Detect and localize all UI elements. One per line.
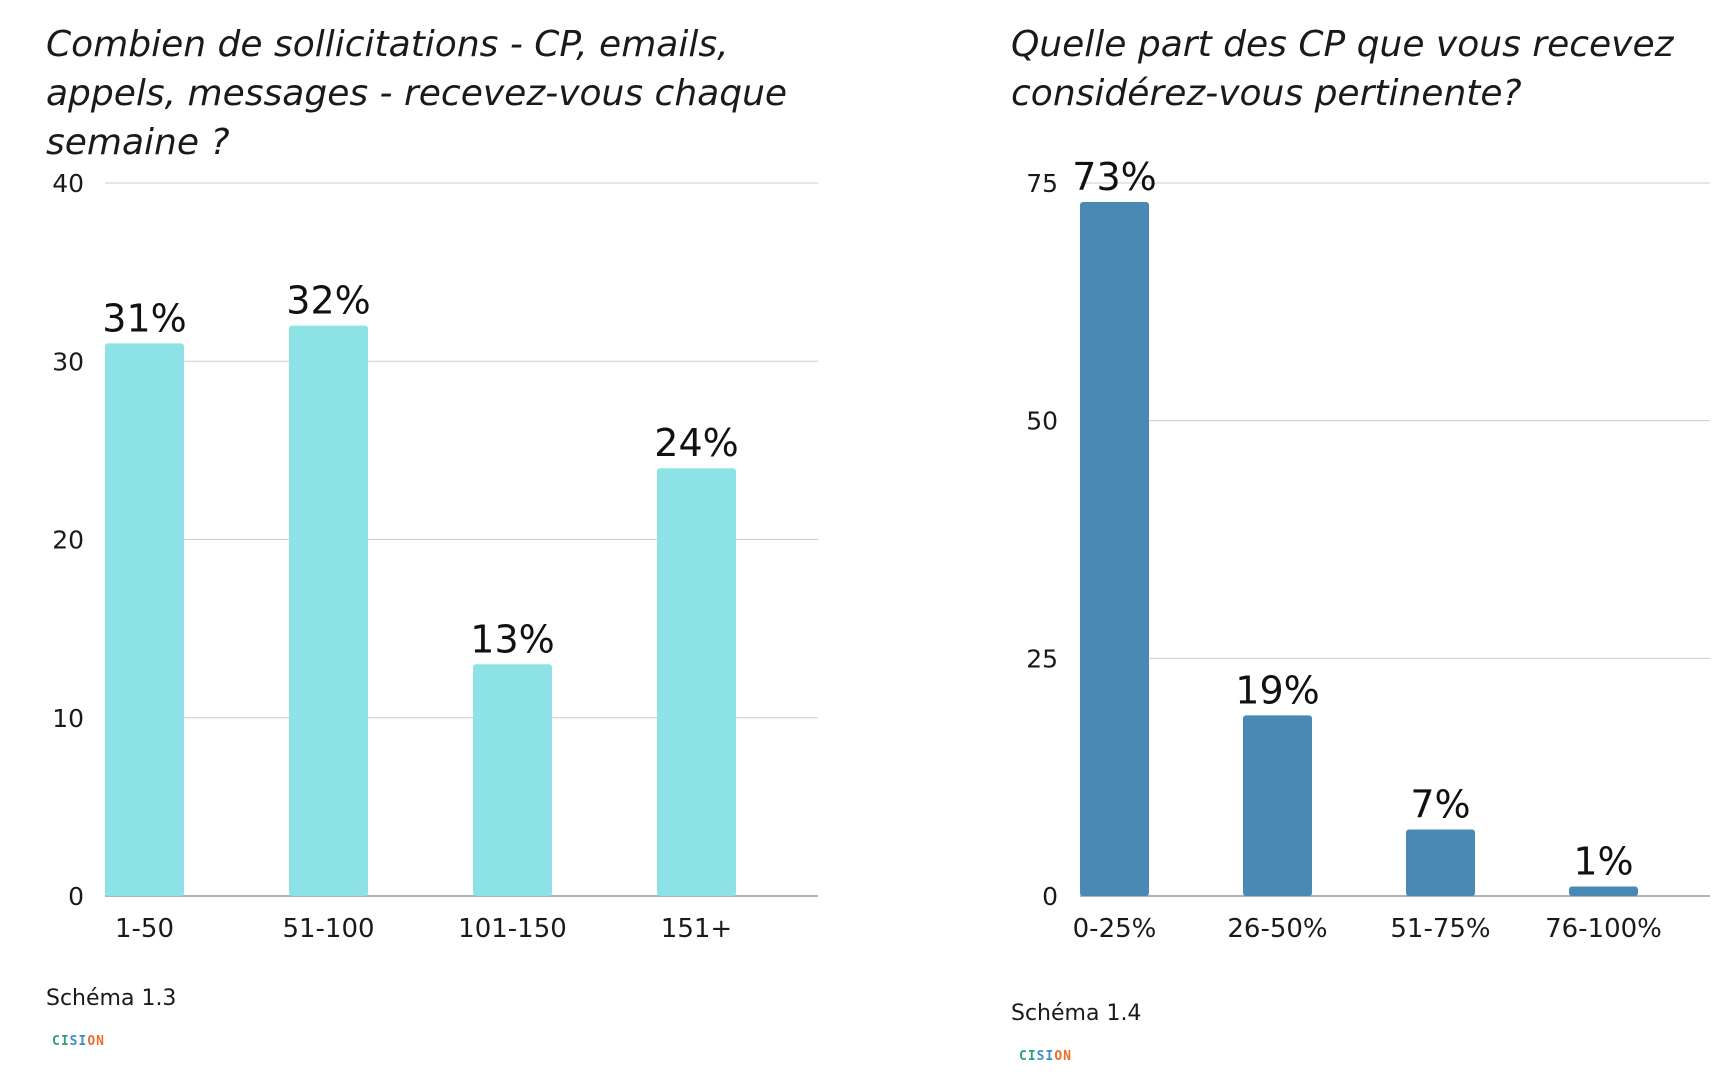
data-label: 1% [1573,839,1633,883]
cision-logo: CISION [52,1034,105,1049]
y-tick-label: 0 [1042,882,1058,911]
bar-0-25% [1080,202,1149,897]
data-label: 32% [286,279,370,323]
y-tick-label: 50 [1026,407,1058,436]
data-label: 31% [102,296,186,340]
x-tick-label: 51-100 [282,914,374,944]
cision-logo: CISION [1019,1049,1072,1064]
y-tick-label: 25 [1026,644,1058,673]
data-label: 24% [654,421,738,465]
x-tick-label: 76-100% [1545,914,1662,944]
x-tick-label: 151+ [661,914,732,944]
bar-76-100% [1569,886,1638,896]
bar-51-75% [1406,829,1475,896]
y-tick-label: 40 [52,169,84,198]
x-tick-label: 51-75% [1390,914,1490,944]
chart1-caption: Schéma 1.3 [46,986,177,1011]
chart1-bar-chart: 0 10 20 30 40 31% 1-50 32% 51-100 13% 101-150 24% 15… [52,169,818,944]
data-label: 19% [1235,668,1319,712]
bar-1-50 [105,343,184,896]
y-tick-label: 30 [52,347,84,376]
chart2-caption: Schéma 1.4 [1011,1001,1142,1026]
chart2-title: Quelle part des CP que vous recevez cons… [1011,24,1674,114]
bar-151+ [657,468,736,896]
data-label: 13% [470,617,554,661]
chart1-title: Combien de sollicitations - CP, emails, … [46,24,788,163]
x-tick-label: 26-50% [1227,914,1327,944]
bar-26-50% [1243,715,1312,896]
bar-51-100 [289,325,368,897]
data-label: 7% [1410,782,1470,826]
data-label: 73% [1072,155,1156,199]
y-tick-label: 10 [52,704,84,733]
x-tick-label: 0-25% [1073,914,1157,944]
x-tick-label: 101-150 [458,914,567,944]
y-tick-label: 20 [52,526,84,555]
x-tick-label: 1-50 [115,914,174,944]
bar-101-150 [473,664,552,896]
y-tick-label: 0 [68,882,84,911]
y-tick-label: 75 [1026,169,1058,198]
